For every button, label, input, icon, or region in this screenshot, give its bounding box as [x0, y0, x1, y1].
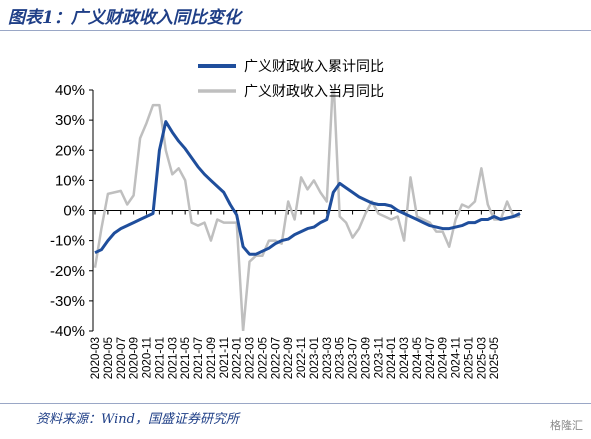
- y-tick-label: 40%: [55, 82, 85, 99]
- x-tick-label: 2023-03: [322, 337, 334, 379]
- x-tick-label: 2023-09: [360, 337, 372, 379]
- x-tick-label: 2021-07: [193, 337, 205, 379]
- x-tick-label: 2022-09: [283, 337, 295, 379]
- legend-label-monthly: 广义财政收入当月同比: [244, 84, 384, 100]
- x-tick-label: 2025-05: [489, 337, 501, 379]
- y-tick-label: -20%: [50, 263, 85, 280]
- y-tick-label: 30%: [55, 112, 85, 129]
- x-tick-label: 2023-11: [373, 337, 385, 378]
- figure-header: 图表1：广义财政收入同比变化: [0, 0, 591, 30]
- y-tick-label: -10%: [50, 233, 85, 250]
- x-tick-label: 2022-11: [296, 337, 308, 378]
- x-tick-label: 2020-09: [129, 337, 141, 379]
- y-tick-label: 0%: [63, 203, 85, 220]
- x-tick-label: 2024-01: [386, 337, 398, 379]
- source-divider: [0, 403, 591, 404]
- x-tick-label: 2020-05: [103, 337, 115, 379]
- title-divider: [0, 30, 591, 31]
- x-tick-label: 2021-05: [180, 337, 192, 379]
- x-tick-label: 2023-01: [309, 337, 321, 379]
- legend-label-cumulative: 广义财政收入累计同比: [244, 59, 384, 75]
- x-tick-label: 2020-03: [90, 337, 102, 379]
- x-tick-label: 2022-01: [232, 337, 244, 379]
- x-tick-label: 2022-03: [245, 337, 257, 379]
- x-tick-label: 2024-03: [399, 337, 411, 379]
- x-tick-label: 2021-09: [206, 337, 218, 379]
- x-tick-label: 2024-11: [451, 337, 463, 378]
- x-tick-label: 2021-03: [167, 337, 179, 379]
- x-tick-label: 2020-11: [142, 337, 154, 378]
- x-tick-label: 2023-05: [335, 337, 347, 379]
- x-tick-label: 2021-11: [219, 337, 231, 378]
- x-tick-label: 2023-07: [348, 337, 360, 379]
- y-tick-label: -40%: [50, 323, 85, 340]
- x-tick-label: 2020-07: [116, 337, 128, 379]
- x-tick-label: 2024-05: [412, 337, 424, 379]
- y-tick-label: -30%: [50, 293, 85, 310]
- x-tick-label: 2022-07: [270, 337, 282, 379]
- figure-title: 图表1：广义财政收入同比变化: [8, 8, 241, 28]
- x-tick-label: 2025-01: [463, 337, 475, 379]
- x-tick-label: 2022-05: [257, 337, 269, 379]
- x-tick-label: 2024-09: [438, 337, 450, 379]
- x-tick-label: 2025-03: [476, 337, 488, 379]
- source-note: 资料来源：Wind，国盛证券研究所: [36, 412, 239, 427]
- watermark-logo: 格隆汇: [550, 419, 583, 432]
- series-line-cumulative: [94, 120, 521, 256]
- x-tick-label: 2024-07: [425, 337, 437, 379]
- y-tick-label: 20%: [55, 142, 85, 159]
- x-tick-label: 2021-01: [154, 337, 166, 379]
- y-tick-label: 10%: [55, 172, 85, 189]
- series-line-monthly: [93, 90, 520, 331]
